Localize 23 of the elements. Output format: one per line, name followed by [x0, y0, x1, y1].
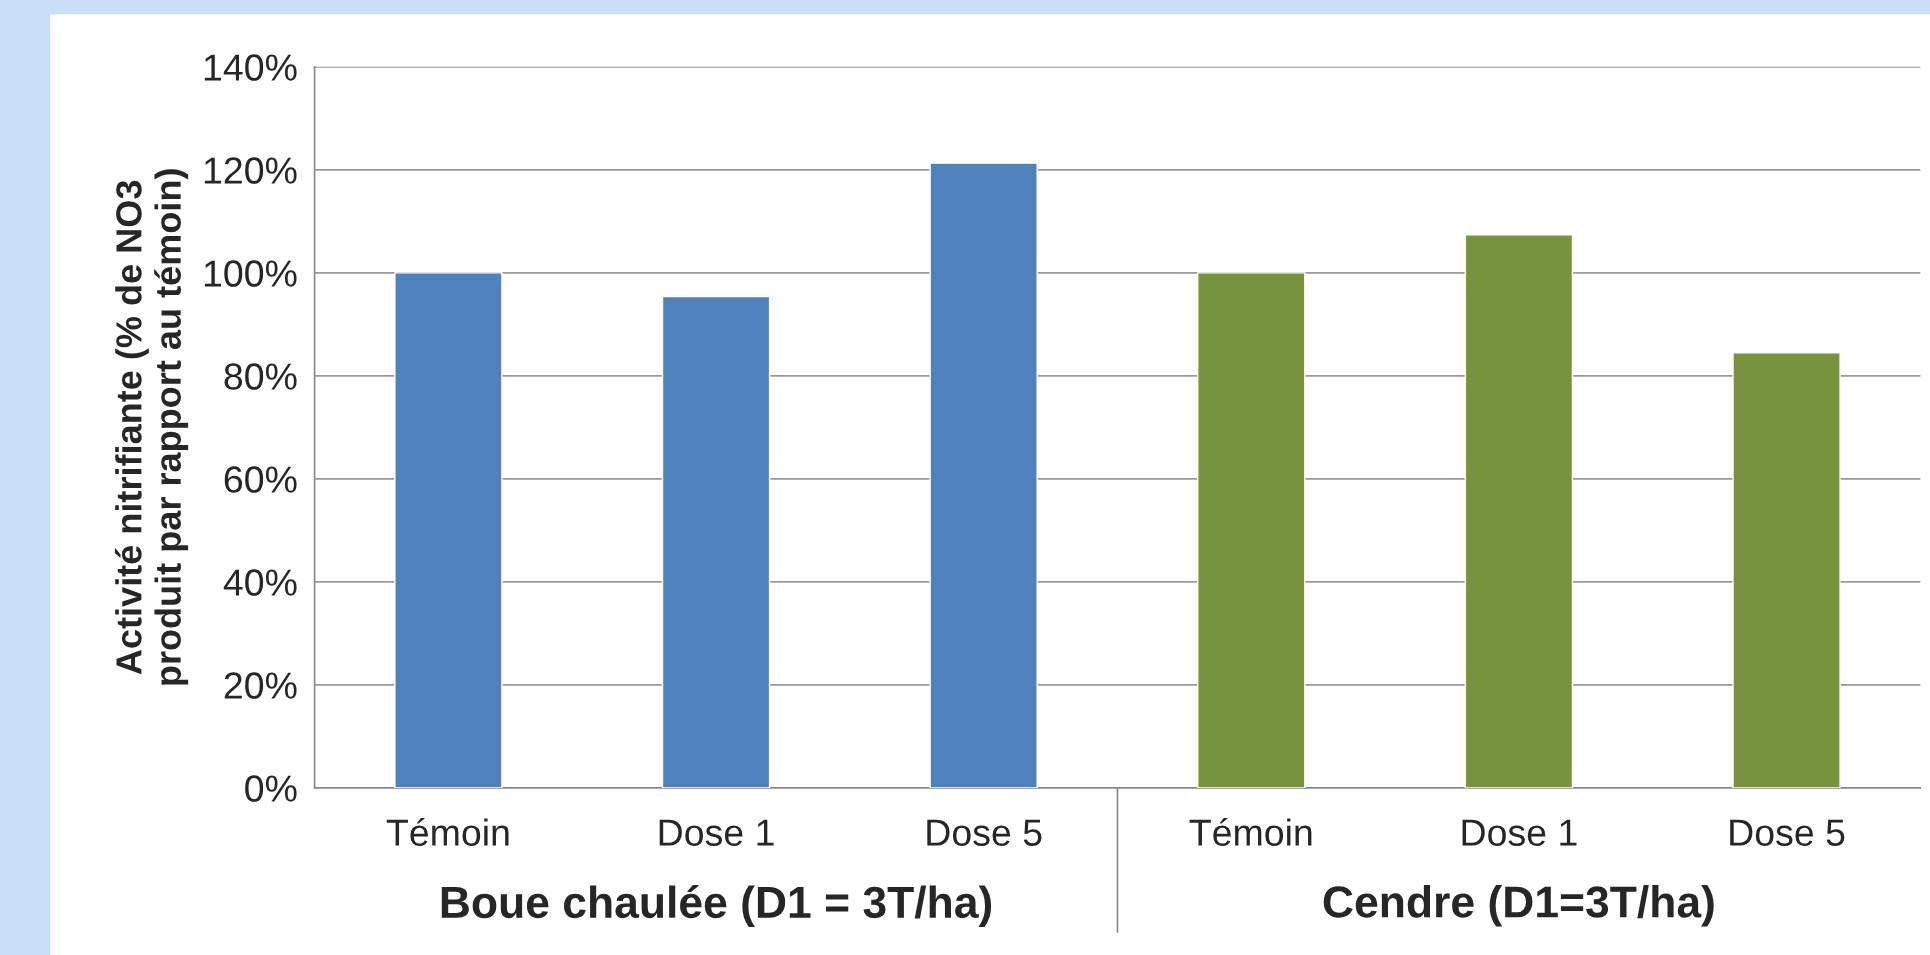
- y-tick-label: 40%: [223, 569, 297, 596]
- x-tick-label: Dose 1: [1462, 819, 1577, 846]
- bar: [1464, 234, 1574, 788]
- y-tick-label: 20%: [224, 672, 297, 699]
- bar: [661, 295, 771, 788]
- y-tick-label: 140%: [204, 54, 297, 81]
- bar: [394, 272, 503, 788]
- bar: [1197, 272, 1306, 788]
- bar: [1732, 351, 1841, 788]
- x-tick-label: Témoin: [386, 817, 509, 846]
- y-tick-label: 60%: [224, 466, 297, 493]
- x-tick-label: Dose 5: [1730, 819, 1845, 846]
- x-tick-label: Dose 1: [659, 819, 774, 846]
- y-tick-label: 0%: [245, 775, 297, 802]
- y-tick-label: 100%: [204, 260, 297, 287]
- x-tick-label: Dose 5: [927, 819, 1042, 846]
- text: Cendre (D1=3T/ha): [1323, 885, 1714, 927]
- y-tick-label: 80%: [224, 363, 297, 390]
- bar: [929, 162, 1038, 788]
- y-tick-label: 120%: [204, 157, 297, 184]
- x-tick-label: Témoin: [1189, 817, 1312, 846]
- y-axis-title: Activité nitrifiante (% de NO3 produit par rapport au témoin): [114, 169, 189, 685]
- text: Boue chaulée (D1 = 3T/ha): [441, 885, 992, 927]
